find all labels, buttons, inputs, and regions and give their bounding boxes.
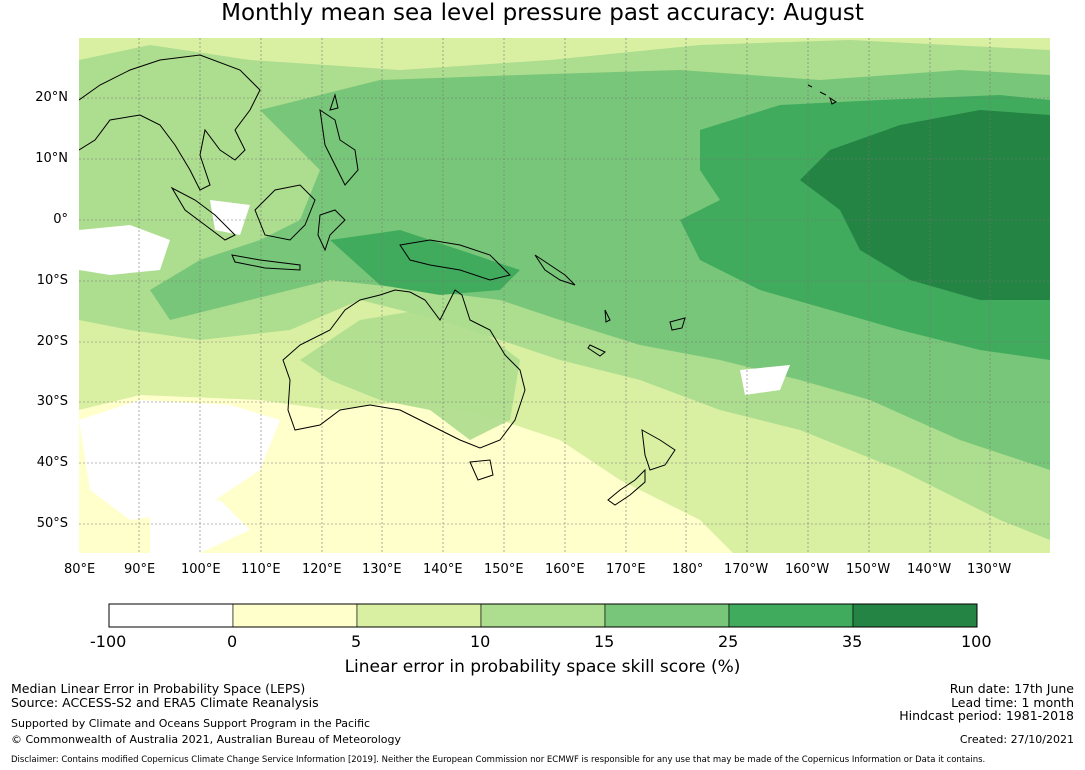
- lon-label-170w: 170°W: [724, 562, 769, 577]
- footer-lead-time: Lead time: 1 month: [951, 695, 1074, 710]
- lon-label-180: 180°: [672, 562, 704, 577]
- lon-label-130w: 130°W: [967, 562, 1012, 577]
- lon-label-100e: 100°E: [181, 562, 221, 577]
- lon-label-150w: 150°W: [846, 562, 891, 577]
- lon-label-150e: 150°E: [484, 562, 524, 577]
- sumatra-coast: [170, 186, 236, 241]
- borneo-coast: [254, 184, 316, 241]
- footer-copyright: © Commonwealth of Australia 2021, Austra…: [11, 733, 401, 746]
- philippines-coast: [319, 108, 359, 186]
- cb-tick-4: 15: [594, 632, 615, 651]
- lon-label-90e: 90°E: [124, 562, 156, 577]
- lon-label-140e: 140°E: [423, 562, 463, 577]
- lon-label-140w: 140°W: [907, 562, 952, 577]
- cb-tick-1: 0: [227, 632, 238, 651]
- sulawesi-coast: [317, 209, 346, 252]
- colorbar-swatch-0: [108, 603, 234, 628]
- new-zealand-south-coast: [607, 468, 646, 506]
- lat-label-10n: 10°N: [35, 151, 68, 166]
- cb-tick-5: 25: [718, 632, 739, 651]
- lon-label-160w: 160°W: [785, 562, 830, 577]
- lon-label-130e: 130°E: [362, 562, 402, 577]
- colorbar-swatch-2: [356, 603, 482, 628]
- skill-region-35-100: [800, 110, 1050, 300]
- asia-mainland-coast: [79, 54, 261, 191]
- skill-map: [79, 38, 1050, 553]
- lat-label-50s: 50°S: [36, 516, 68, 531]
- lon-label-80e: 80°E: [64, 562, 96, 577]
- new-guinea-coast: [399, 239, 511, 281]
- cb-tick-2: 5: [351, 632, 362, 651]
- lon-label-120e: 120°E: [302, 562, 342, 577]
- colorbar-swatch-5: [728, 603, 854, 628]
- lon-label-170e: 170°E: [606, 562, 646, 577]
- tasmania-coast: [469, 459, 494, 481]
- footer-hindcast: Hindcast period: 1981-2018: [899, 708, 1074, 723]
- graticule: [79, 38, 1050, 553]
- solomon-islands-coast: [534, 254, 576, 286]
- lat-label-40s: 40°S: [36, 455, 68, 470]
- hawaii-coast: [807, 84, 837, 105]
- lat-label-10s: 10°S: [36, 273, 68, 288]
- cb-tick-6: 35: [842, 632, 863, 651]
- colorbar-swatch-6: [852, 603, 978, 628]
- footer-source: Source: ACCESS-S2 and ERA5 Climate Reana…: [11, 695, 319, 710]
- colorbar-title: Linear error in probability space skill …: [344, 657, 741, 677]
- colorbar-swatch-1: [232, 603, 358, 628]
- java-coast: [231, 254, 301, 271]
- cb-tick-7: 100: [961, 632, 992, 651]
- taiwan-coast: [329, 93, 339, 111]
- footer-run-date: Run date: 17th June: [949, 681, 1074, 696]
- lat-label-30s: 30°S: [36, 394, 68, 409]
- cb-tick-0: -100: [90, 632, 127, 651]
- lon-label-110e: 110°E: [241, 562, 281, 577]
- colorbar-swatch-4: [604, 603, 730, 628]
- lat-label-20n: 20°N: [35, 90, 68, 105]
- footer-method: Median Linear Error in Probability Space…: [11, 681, 306, 696]
- cb-tick-3: 10: [470, 632, 491, 651]
- skill-region-negative: [79, 200, 790, 553]
- footer-disclaimer: Disclaimer: Contains modified Copernicus…: [11, 755, 986, 765]
- footer-support: Supported by Climate and Oceans Support …: [11, 717, 371, 730]
- map-title: Monthly mean sea level pressure past acc…: [221, 0, 864, 26]
- new-caledonia-coast: [587, 344, 606, 357]
- lat-label-20s: 20°S: [36, 334, 68, 349]
- vanuatu-coast: [604, 309, 611, 323]
- lat-label-0: 0°: [53, 212, 68, 227]
- footer-created: Created: 27/10/2021: [959, 733, 1074, 746]
- colorbar-swatch-3: [480, 603, 606, 628]
- fiji-coast: [669, 317, 686, 331]
- coastlines: [79, 54, 837, 506]
- lon-label-160e: 160°E: [545, 562, 585, 577]
- australia-coast: [282, 289, 526, 449]
- new-zealand-north-coast: [641, 429, 676, 471]
